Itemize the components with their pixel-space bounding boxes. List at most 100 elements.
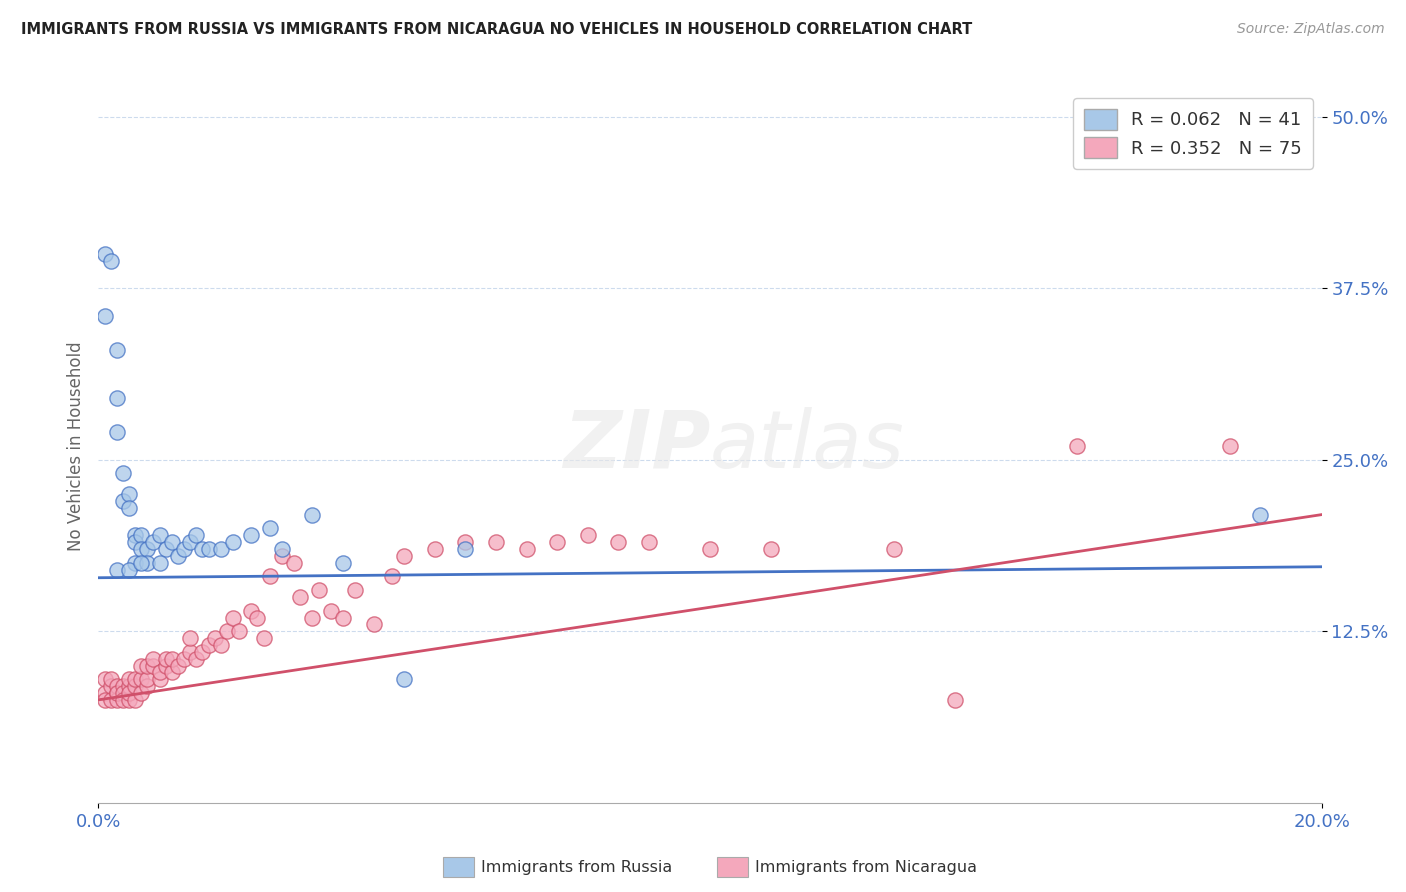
Point (93, 309, 115, 323)
Point (136, 658, 159, 673)
Point (105, 686, 128, 700)
Point (607, 535, 630, 549)
Point (129, 673, 152, 687)
Point (136, 679, 159, 693)
Point (124, 693, 146, 707)
Point (381, 569, 404, 583)
Point (100, 253, 122, 268)
Point (319, 604, 342, 618)
Text: Immigrants from Russia: Immigrants from Russia (481, 860, 672, 874)
Y-axis label: No Vehicles in Household: No Vehicles in Household (66, 341, 84, 551)
Point (186, 528, 208, 542)
Point (179, 631, 201, 645)
Point (1249, 508, 1271, 522)
Text: atlas: atlas (710, 407, 905, 485)
Point (100, 673, 122, 687)
Point (118, 693, 141, 707)
Point (111, 693, 134, 707)
Point (149, 556, 172, 570)
Point (344, 583, 367, 598)
Point (93, 686, 115, 700)
Point (259, 569, 281, 583)
Point (160, 665, 183, 680)
Point (301, 610, 323, 624)
Point (246, 610, 269, 624)
Point (129, 658, 152, 673)
Point (222, 610, 245, 624)
Point (1219, 439, 1241, 453)
Text: IMMIGRANTS FROM RUSSIA VS IMMIGRANTS FROM NICARAGUA NO VEHICLES IN HOUSEHOLD COR: IMMIGRANTS FROM RUSSIA VS IMMIGRANTS FRO… (21, 22, 973, 37)
Point (454, 541, 477, 556)
Point (209, 638, 232, 652)
Point (136, 673, 159, 687)
Point (308, 583, 330, 598)
Point (142, 535, 165, 549)
Point (129, 541, 152, 556)
Point (105, 679, 128, 693)
Point (209, 541, 232, 556)
Point (105, 562, 128, 576)
Point (93, 247, 115, 261)
Point (124, 556, 146, 570)
Point (191, 645, 214, 659)
Point (363, 617, 385, 632)
Point (392, 673, 416, 687)
Point (124, 528, 146, 542)
Point (160, 651, 183, 665)
Point (204, 631, 226, 645)
Point (142, 658, 165, 673)
Point (240, 604, 263, 618)
Point (215, 624, 238, 639)
Point (129, 528, 152, 542)
Point (290, 590, 312, 604)
Point (252, 631, 274, 645)
Point (283, 556, 305, 570)
Legend: R = 0.062   N = 41, R = 0.352   N = 75: R = 0.062 N = 41, R = 0.352 N = 75 (1073, 98, 1313, 169)
Point (155, 651, 177, 665)
Point (332, 556, 354, 570)
Point (270, 549, 292, 563)
Point (124, 673, 146, 687)
Point (105, 693, 128, 707)
Point (142, 651, 165, 665)
Point (301, 508, 323, 522)
Point (118, 562, 141, 576)
Point (167, 549, 190, 563)
Point (100, 679, 122, 693)
Point (454, 535, 477, 549)
Point (136, 541, 159, 556)
Point (191, 541, 214, 556)
Point (173, 541, 195, 556)
Text: Source: ZipAtlas.com: Source: ZipAtlas.com (1237, 22, 1385, 37)
Point (576, 528, 599, 542)
Point (100, 693, 122, 707)
Point (392, 549, 416, 563)
Point (173, 651, 195, 665)
Point (197, 638, 219, 652)
Point (197, 541, 219, 556)
Point (222, 535, 245, 549)
Point (179, 645, 201, 659)
Point (111, 679, 134, 693)
Point (129, 686, 152, 700)
Point (883, 541, 905, 556)
Point (124, 679, 146, 693)
Point (155, 541, 177, 556)
Point (118, 679, 141, 693)
Point (105, 391, 128, 405)
Point (179, 535, 201, 549)
Point (186, 651, 208, 665)
Point (93, 673, 115, 687)
Point (240, 528, 263, 542)
Point (759, 541, 782, 556)
Point (270, 541, 292, 556)
Point (93, 693, 115, 707)
Point (1066, 439, 1088, 453)
Point (136, 556, 159, 570)
Point (124, 535, 146, 549)
Point (228, 624, 250, 639)
Point (423, 541, 446, 556)
Point (118, 500, 141, 515)
Point (485, 535, 508, 549)
Point (259, 521, 281, 535)
